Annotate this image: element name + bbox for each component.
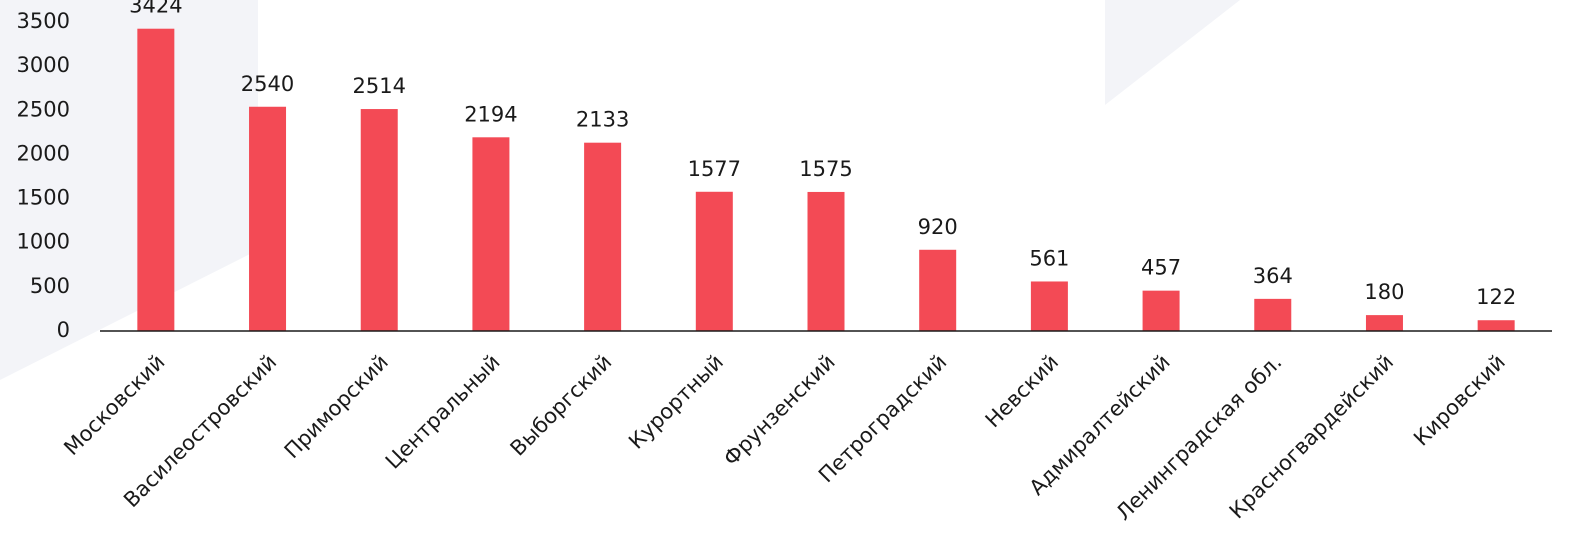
x-tick-label: Центральный <box>381 350 505 474</box>
bar <box>137 28 175 331</box>
bar <box>472 137 510 331</box>
bar <box>807 191 845 331</box>
x-tick-label: Приморский <box>280 350 393 463</box>
y-tick-label: 500 <box>30 274 70 298</box>
bar <box>1030 281 1068 331</box>
x-tick-label: Выборгский <box>506 350 617 461</box>
y-tick-label: 1500 <box>17 186 70 210</box>
bar <box>1142 290 1180 331</box>
y-tick-label: 3000 <box>17 53 70 77</box>
x-tick-label: Невский <box>981 350 1063 432</box>
background-shape <box>1105 0 1240 105</box>
data-label: 2194 <box>464 102 517 126</box>
bar <box>584 142 622 331</box>
data-label: 1575 <box>799 157 852 181</box>
y-tick-label: 2000 <box>17 141 70 165</box>
background-shape <box>0 0 258 380</box>
data-label: 122 <box>1476 285 1516 309</box>
bar <box>1365 315 1403 331</box>
bar <box>360 109 398 331</box>
y-tick-label: 0 <box>57 318 70 342</box>
y-tick-label: 1000 <box>17 230 70 254</box>
x-tick-label: Московский <box>59 350 169 460</box>
data-label: 364 <box>1253 264 1293 288</box>
data-label: 457 <box>1141 256 1181 280</box>
bar <box>1254 298 1292 331</box>
bar <box>1477 320 1515 331</box>
data-label: 2514 <box>353 74 406 98</box>
bar <box>249 106 287 331</box>
y-tick-label: 3500 <box>17 9 70 33</box>
data-label: 180 <box>1364 280 1404 304</box>
x-tick-label: Курортный <box>624 350 728 454</box>
data-label: 2540 <box>241 72 294 96</box>
x-tick-label: Фрунзенский <box>719 350 840 471</box>
data-label: 2133 <box>576 108 629 132</box>
data-label: 920 <box>918 215 958 239</box>
y-tick-label: 2500 <box>17 97 70 121</box>
data-label: 561 <box>1029 246 1069 270</box>
bar <box>919 249 957 331</box>
data-label: 3424 <box>129 0 182 18</box>
x-tick-label: Кировский <box>1409 350 1510 451</box>
bar <box>695 191 733 331</box>
data-label: 1577 <box>688 157 741 181</box>
